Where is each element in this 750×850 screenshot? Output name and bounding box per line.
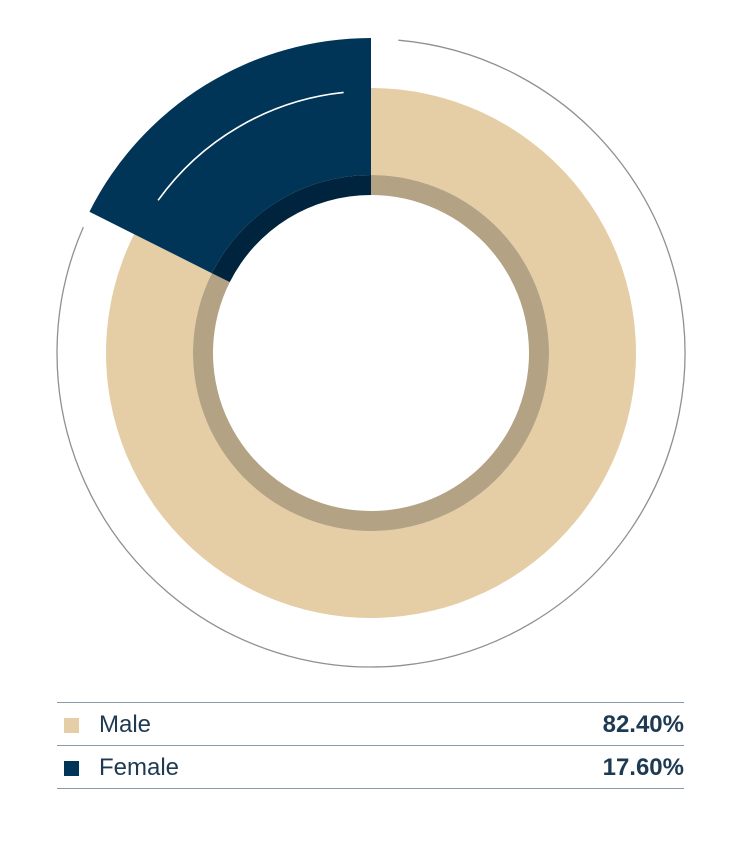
outer-ring-arc [56, 39, 686, 668]
legend-value-male: 82.40% [602, 711, 684, 738]
inner-band-female [211, 175, 371, 283]
female-highlight-arc [157, 91, 344, 201]
slice-male [105, 88, 636, 618]
legend-label-female: Female [99, 754, 180, 781]
legend-label-male: Male [99, 711, 152, 738]
donut-chart [56, 38, 686, 668]
legend-swatch-male [64, 718, 79, 733]
legend-item-female: Female 17.60% [57, 745, 684, 789]
legend: Male 82.40% Female 17.60% [57, 702, 684, 789]
slice-female [89, 38, 372, 274]
legend-value-female: 17.60% [602, 754, 684, 781]
legend-swatch-female [64, 761, 79, 776]
legend-item-male: Male 82.40% [57, 702, 684, 745]
